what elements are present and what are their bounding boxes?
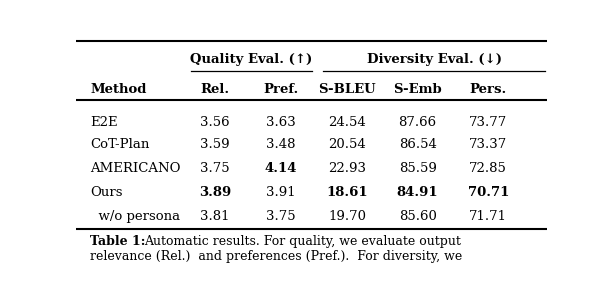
Text: Quality Eval. (↑): Quality Eval. (↑) [190, 53, 313, 66]
Text: 3.56: 3.56 [200, 116, 230, 129]
Text: S-BLEU: S-BLEU [318, 83, 376, 96]
Text: 22.93: 22.93 [328, 162, 366, 175]
Text: 70.71: 70.71 [468, 186, 509, 199]
Text: Automatic results. For quality, we evaluate output: Automatic results. For quality, we evalu… [144, 235, 461, 248]
Text: Diversity Eval. (↓): Diversity Eval. (↓) [367, 53, 502, 66]
Text: 3.89: 3.89 [199, 186, 231, 199]
Text: 87.66: 87.66 [399, 116, 437, 129]
Text: Ours: Ours [90, 186, 123, 199]
Text: CoT-Plan: CoT-Plan [90, 139, 150, 152]
Text: 85.60: 85.60 [399, 210, 437, 223]
Text: w/o persona: w/o persona [90, 210, 180, 223]
Text: 86.54: 86.54 [399, 139, 437, 152]
Text: Method: Method [90, 83, 147, 96]
Text: relevance (Rel.)  and preferences (Pref.).  For diversity, we: relevance (Rel.) and preferences (Pref.)… [90, 250, 463, 263]
Text: 85.59: 85.59 [399, 162, 437, 175]
Text: S-Emb: S-Emb [393, 83, 442, 96]
Text: E2E: E2E [90, 116, 118, 129]
Text: 3.48: 3.48 [266, 139, 295, 152]
Text: 18.61: 18.61 [326, 186, 368, 199]
Text: 73.77: 73.77 [469, 116, 508, 129]
Text: 72.85: 72.85 [469, 162, 507, 175]
Text: Pers.: Pers. [469, 83, 507, 96]
Text: AMERICANO: AMERICANO [90, 162, 181, 175]
Text: 3.81: 3.81 [200, 210, 230, 223]
Text: 3.75: 3.75 [200, 162, 230, 175]
Text: 84.91: 84.91 [397, 186, 438, 199]
Text: 3.59: 3.59 [200, 139, 230, 152]
Text: 3.75: 3.75 [266, 210, 295, 223]
Text: 3.63: 3.63 [266, 116, 296, 129]
Text: 3.91: 3.91 [266, 186, 295, 199]
Text: Rel.: Rel. [201, 83, 230, 96]
Text: 24.54: 24.54 [328, 116, 366, 129]
Text: Table 1:: Table 1: [90, 235, 145, 248]
Text: 73.37: 73.37 [469, 139, 508, 152]
Text: 71.71: 71.71 [469, 210, 507, 223]
Text: Pref.: Pref. [263, 83, 299, 96]
Text: 19.70: 19.70 [328, 210, 366, 223]
Text: 4.14: 4.14 [264, 162, 297, 175]
Text: 20.54: 20.54 [328, 139, 366, 152]
